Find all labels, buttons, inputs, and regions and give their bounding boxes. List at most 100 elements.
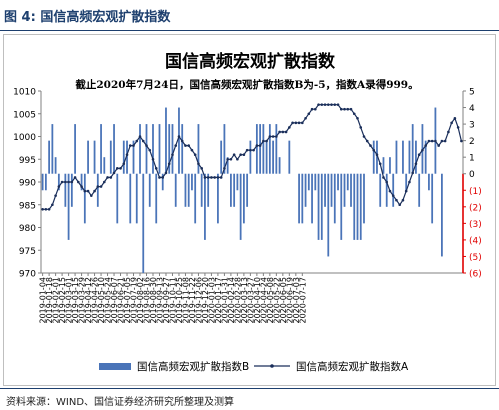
line-a-point <box>229 157 233 161</box>
x-axis-tick-label: 2020-01-31 <box>220 277 229 324</box>
x-axis-tick-label: 2019-06-07 <box>110 277 119 324</box>
x-axis-tick-label: 2019-08-02 <box>136 277 145 324</box>
legend: 国信高频宏观扩散指数B 国信高频宏观扩散指数A <box>99 360 409 373</box>
left-axis-tick-label: 1000 <box>13 133 36 143</box>
bar-b <box>311 173 313 224</box>
bar-b <box>70 173 73 207</box>
left-axis-tick-label: 985 <box>19 201 36 211</box>
bar-b <box>255 124 258 174</box>
bar-b <box>304 173 307 207</box>
bar-b <box>395 140 398 174</box>
bar-b <box>353 173 356 240</box>
bar-b <box>350 173 352 207</box>
line-a-point <box>408 180 411 184</box>
bar-b <box>181 124 184 174</box>
x-axis-tick-label: 2020-03-13 <box>240 277 249 324</box>
bar-b <box>194 173 197 224</box>
line-a-point <box>356 117 359 120</box>
line-a-point <box>158 176 161 179</box>
right-axis-tick-label: (2) <box>469 203 482 213</box>
bar-b <box>320 173 323 240</box>
line-a-point <box>281 130 285 134</box>
x-axis-tick-label: 2020-02-14 <box>227 277 236 324</box>
bar-b <box>424 140 427 174</box>
x-axis-tick-label: 2019-04-12 <box>84 277 93 324</box>
line-a-point <box>236 157 239 161</box>
line-a-point <box>323 103 327 106</box>
x-axis-tick-label: 2020-05-22 <box>272 277 281 324</box>
line-a-point <box>83 189 87 193</box>
bar-b <box>392 173 395 207</box>
line-a-point <box>138 135 142 138</box>
line-a-point <box>60 180 64 184</box>
x-axis-tick-label: 2020-02-28 <box>233 277 242 324</box>
bar-b <box>405 173 408 191</box>
x-axis-tick-label: 2020-05-08 <box>266 277 275 324</box>
x-axis-tick-label: 2019-09-27 <box>162 277 171 324</box>
footer: 资料来源：WIND、国信证券经济研究所整理及测算 <box>0 388 499 410</box>
bar-b <box>330 173 333 207</box>
bar-b <box>441 173 443 257</box>
line-a-point <box>437 144 440 147</box>
line-a-point <box>206 176 210 179</box>
bar-b <box>122 140 125 174</box>
bar-b <box>230 173 232 207</box>
line-a-point <box>174 144 178 147</box>
bar-b <box>246 173 249 207</box>
x-axis-tick-label: 2020-01-03 <box>207 277 216 324</box>
bar-b <box>152 124 154 174</box>
line-a-point <box>141 139 145 143</box>
line-a-point <box>434 139 437 143</box>
line-a-point <box>401 198 405 202</box>
line-a-point <box>135 139 139 143</box>
bar-b <box>379 173 382 207</box>
line-a-point <box>375 153 379 156</box>
line-a-point <box>180 139 184 143</box>
plot-area: 970 975 980 985 990 995 1000 1005 1010 (6) (5) (4) (… <box>13 88 482 324</box>
line-a-point <box>395 198 398 202</box>
line-a-point <box>249 148 252 152</box>
legend-line-label: 国信高频宏观扩散指数A <box>296 360 409 373</box>
bar-b <box>242 173 245 224</box>
bar-b <box>233 173 236 207</box>
right-axis-tick-label: (3) <box>469 220 482 230</box>
line-a-point <box>203 176 207 179</box>
line-a-point <box>245 148 249 152</box>
bar-b <box>376 140 378 174</box>
line-a-point <box>310 107 314 111</box>
bar-b <box>324 173 326 207</box>
bar-b <box>148 173 151 207</box>
bar-b <box>187 173 190 207</box>
line-a-point <box>223 167 226 170</box>
line-a-point <box>330 103 333 106</box>
line-a-point <box>125 153 129 156</box>
line-a-point <box>284 130 288 134</box>
line-a-point <box>200 167 203 170</box>
line-a-point <box>411 171 414 175</box>
bar-b <box>278 157 281 174</box>
bar-b <box>359 173 362 240</box>
right-axis-tick-label: (1) <box>469 187 482 197</box>
bar-b <box>178 107 180 174</box>
x-axis-tick-label: 2019-03-15 <box>71 277 80 324</box>
bar-b <box>126 140 128 174</box>
bar-b <box>217 173 219 224</box>
x-axis-tick-label: 2019-05-10 <box>97 277 106 324</box>
bar-b <box>223 124 226 174</box>
bar-b <box>132 140 135 174</box>
bar-b <box>51 124 54 174</box>
bar-b <box>83 173 86 224</box>
x-axis-tick-label: 2019-09-13 <box>155 277 164 324</box>
x-axis-tick-label: 2019-01-18 <box>45 277 54 324</box>
line-a-point <box>453 117 457 120</box>
x-axis-tick-label: 2019-08-16 <box>143 277 152 324</box>
bar-b <box>113 124 115 174</box>
line-a-point <box>73 176 77 179</box>
line-a-point <box>391 194 395 197</box>
line-a-point <box>103 180 106 184</box>
line-a-point <box>359 126 363 129</box>
line-a-point <box>352 112 356 116</box>
x-axis-tick-label: 2020-03-27 <box>246 277 255 324</box>
line-a-point <box>64 180 67 184</box>
bar-b <box>389 157 391 174</box>
